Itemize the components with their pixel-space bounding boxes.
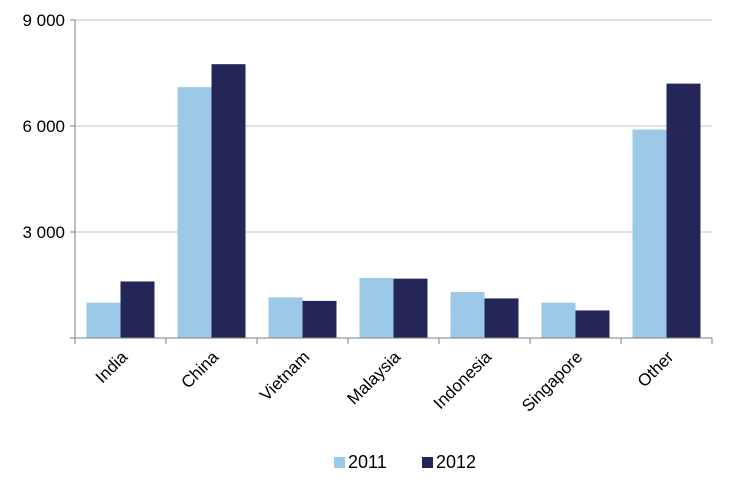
x-tick-label: Malaysia [343, 347, 404, 408]
gridlines [75, 19, 712, 233]
x-tick-label: India [92, 347, 132, 387]
bar-2012-malaysia [393, 278, 428, 338]
bar-2012-other [666, 83, 701, 338]
x-tick-label: Other [634, 347, 678, 391]
legend-swatch-2012 [422, 457, 433, 468]
bars [86, 64, 701, 339]
bar-2012-indonesia [484, 298, 519, 338]
x-axis: India China Vietnam Malaysia Indonesia Singap… [74, 337, 713, 416]
bar-2011-singapore [541, 302, 576, 338]
legend-swatch-2011 [334, 457, 345, 468]
bar-2011-other [632, 129, 667, 338]
x-tick-label: Singapore [518, 347, 586, 415]
bar-2011-vietnam [268, 297, 303, 338]
bar-2012-india [120, 281, 155, 338]
bar-2011-india [86, 302, 121, 338]
legend-label-2012: 2012 [436, 452, 476, 472]
bar-2012-china [211, 64, 246, 339]
x-tick-label: Indonesia [430, 347, 496, 413]
bar-2012-vietnam [302, 300, 337, 338]
legend: 2011 2012 [334, 452, 476, 472]
x-tick-label: Vietnam [256, 347, 313, 404]
bar-2011-malaysia [359, 277, 394, 338]
bar-2012-singapore [575, 310, 610, 338]
y-tick-label: 3 000 [22, 223, 65, 242]
bar-2011-china [177, 87, 212, 338]
y-axis: 3 000 6 000 9 000 [22, 11, 76, 339]
y-tick-label: 6 000 [22, 117, 65, 136]
legend-label-2011: 2011 [348, 452, 387, 472]
y-tick-label: 9 000 [22, 11, 65, 30]
x-tick-label: China [177, 347, 222, 392]
bar-2011-indonesia [450, 292, 485, 338]
